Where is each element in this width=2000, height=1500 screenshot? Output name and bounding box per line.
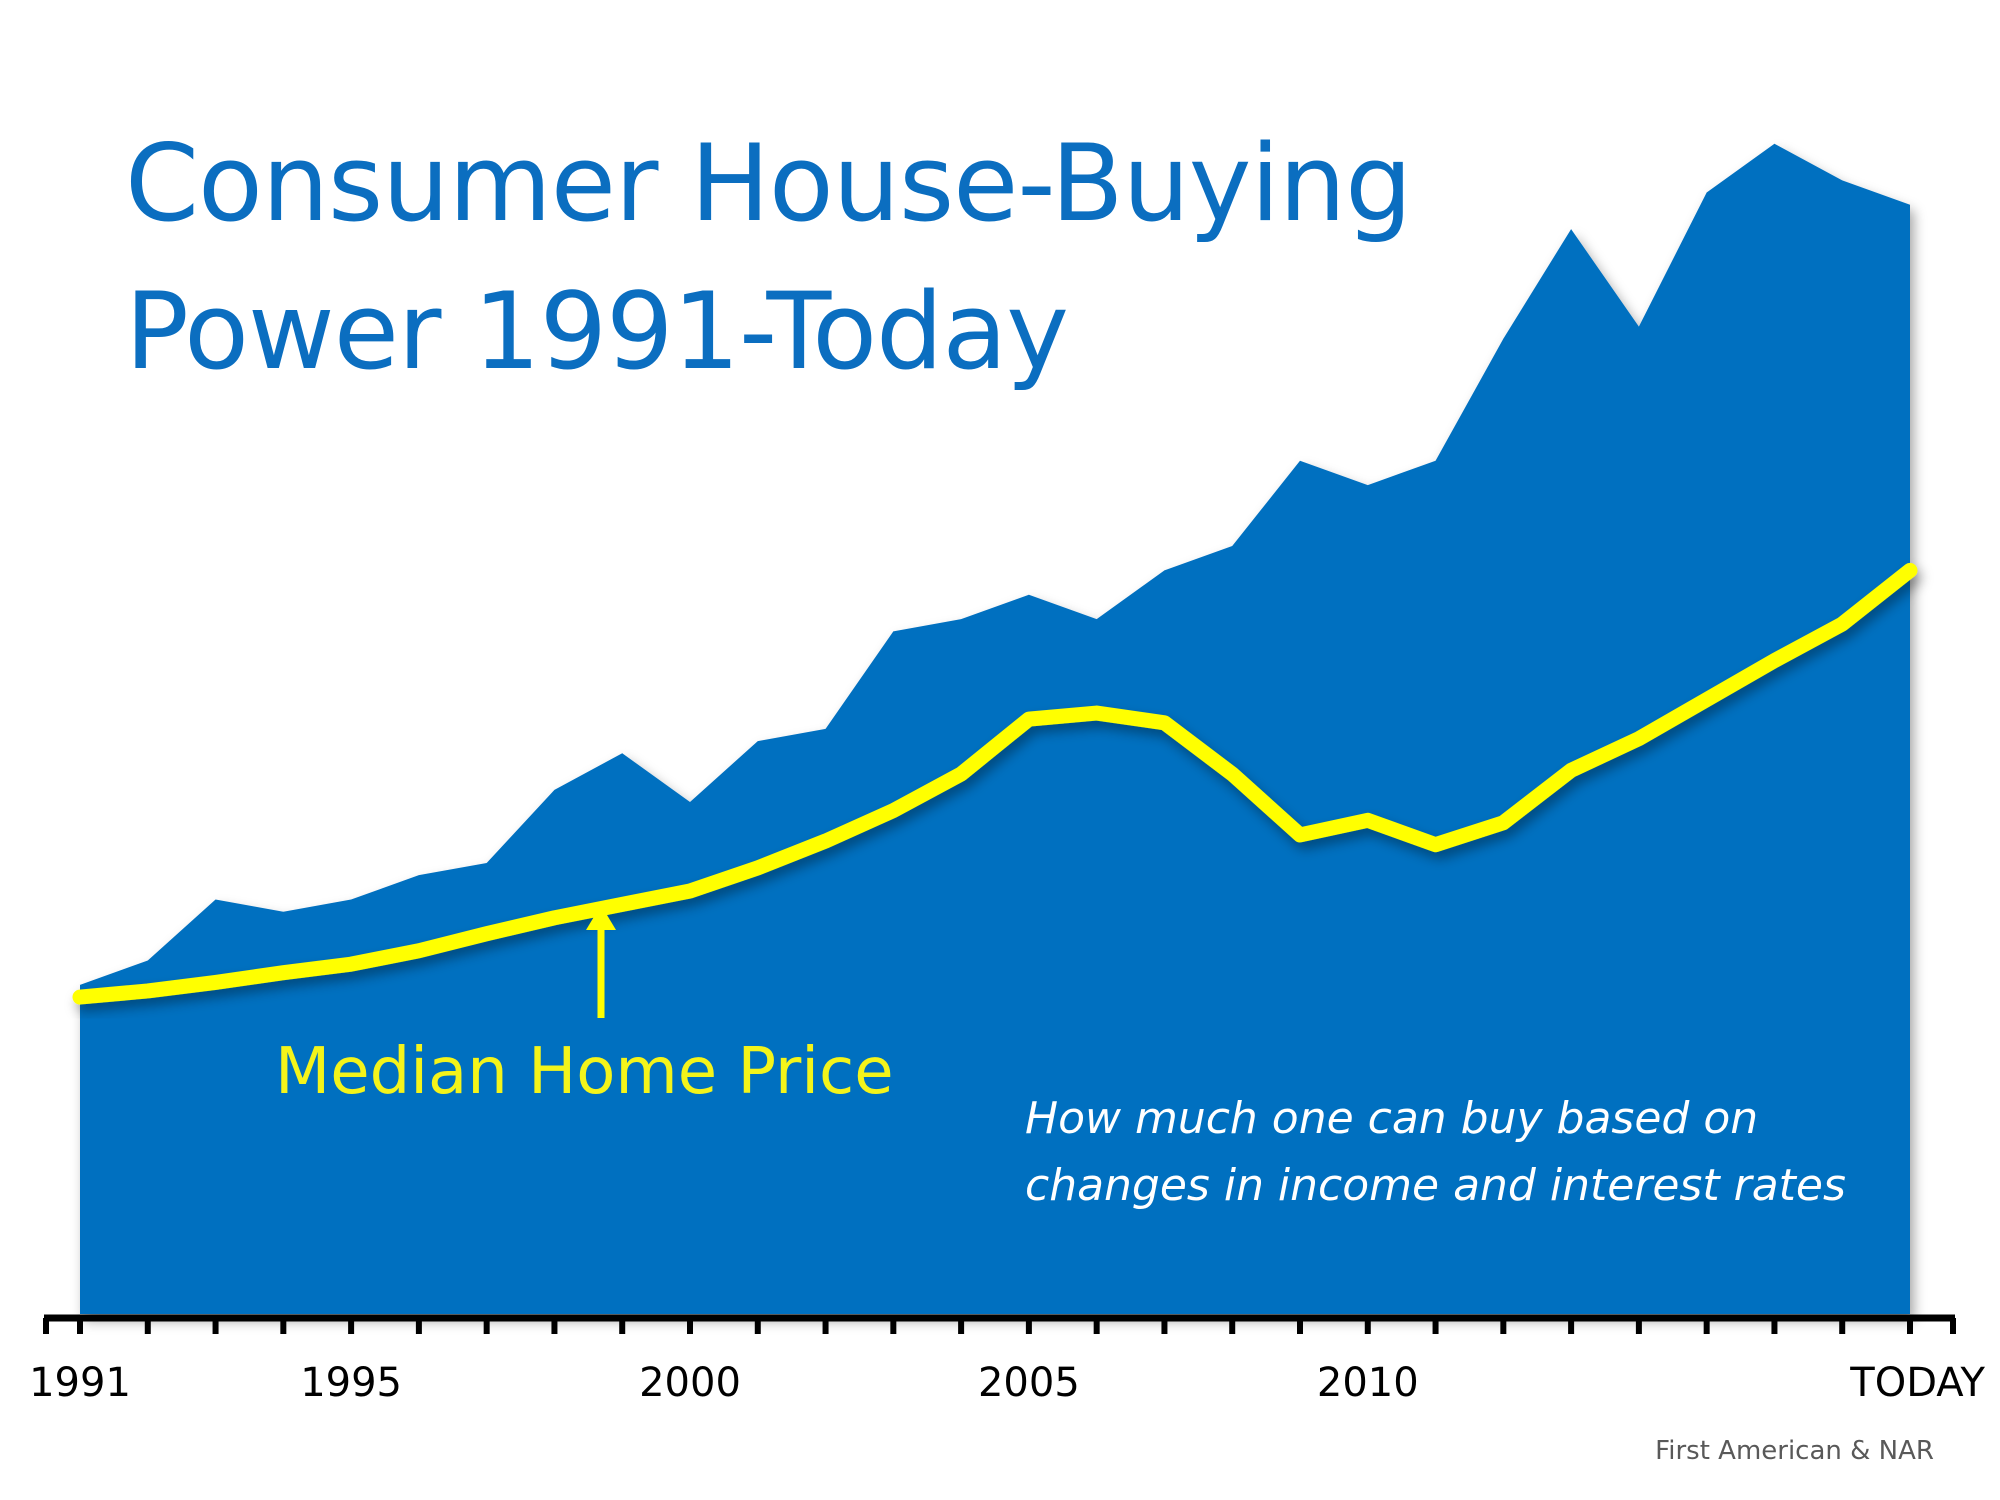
source-credit: First American & NAR (1655, 1436, 1934, 1466)
x-axis: 1991 1995 2000 2005 2010 TODAY (29, 1314, 1986, 1406)
x-tick-label: 1995 (300, 1360, 402, 1406)
x-tick-label: 2005 (978, 1360, 1080, 1406)
annotation-line-1: How much one can buy based on (1025, 1093, 1759, 1144)
x-tick-label: 1991 (29, 1360, 131, 1406)
x-tick-label: 2010 (1317, 1360, 1419, 1406)
median-price-line (72, 562, 1918, 1005)
annotation-line-2: changes in income and interest rates (1025, 1160, 1846, 1211)
chart-title: Consumer House-Buying Power 1991-Today (125, 110, 1412, 406)
buying-power-area (80, 143, 1910, 1314)
arrow-head (586, 905, 616, 930)
median-home-price-label: Median Home Price (275, 1035, 894, 1109)
buying-power-annotation: How much one can buy based on changes in… (1025, 1085, 1925, 1219)
median-price-line-layer (72, 562, 1918, 1005)
x-tick-label: 2000 (639, 1360, 741, 1406)
title-line-1: Consumer House-Buying (125, 122, 1412, 245)
series-label-arrow (586, 905, 616, 1018)
x-tick-label: TODAY (1849, 1360, 1985, 1406)
buying-power-area-layer (79, 143, 1911, 1314)
title-line-2: Power 1991-Today (125, 270, 1069, 393)
